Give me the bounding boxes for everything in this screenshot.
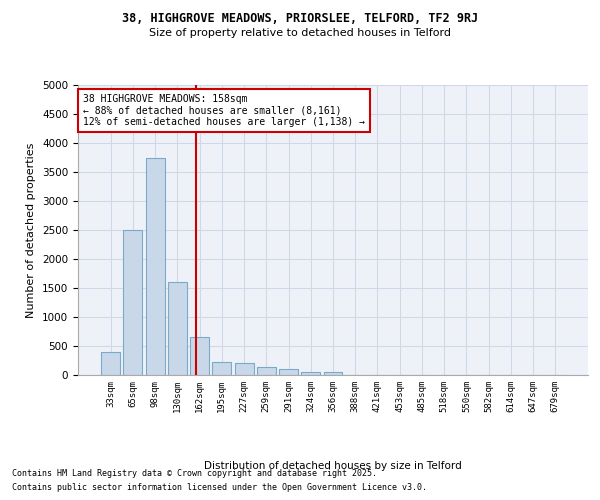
Bar (146, 158, 164, 375)
Bar (212, 362, 231, 375)
Bar (323, 372, 343, 375)
Bar (235, 364, 254, 375)
Bar (301, 372, 320, 375)
Bar (279, 369, 298, 375)
Bar (190, 338, 209, 375)
Bar (101, 352, 120, 375)
Text: 38, HIGHGROVE MEADOWS, PRIORSLEE, TELFORD, TF2 9RJ: 38, HIGHGROVE MEADOWS, PRIORSLEE, TELFOR… (122, 12, 478, 26)
Text: Contains public sector information licensed under the Open Government Licence v3: Contains public sector information licen… (12, 484, 427, 492)
Text: Size of property relative to detached houses in Telford: Size of property relative to detached ho… (149, 28, 451, 38)
Bar (257, 368, 276, 375)
Text: 38 HIGHGROVE MEADOWS: 158sqm
← 88% of detached houses are smaller (8,161)
12% of: 38 HIGHGROVE MEADOWS: 158sqm ← 88% of de… (83, 94, 365, 127)
Bar (168, 282, 187, 375)
Text: Contains HM Land Registry data © Crown copyright and database right 2025.: Contains HM Land Registry data © Crown c… (12, 468, 377, 477)
Y-axis label: Number of detached properties: Number of detached properties (26, 142, 37, 318)
X-axis label: Distribution of detached houses by size in Telford: Distribution of detached houses by size … (204, 460, 462, 470)
Bar (124, 230, 142, 375)
